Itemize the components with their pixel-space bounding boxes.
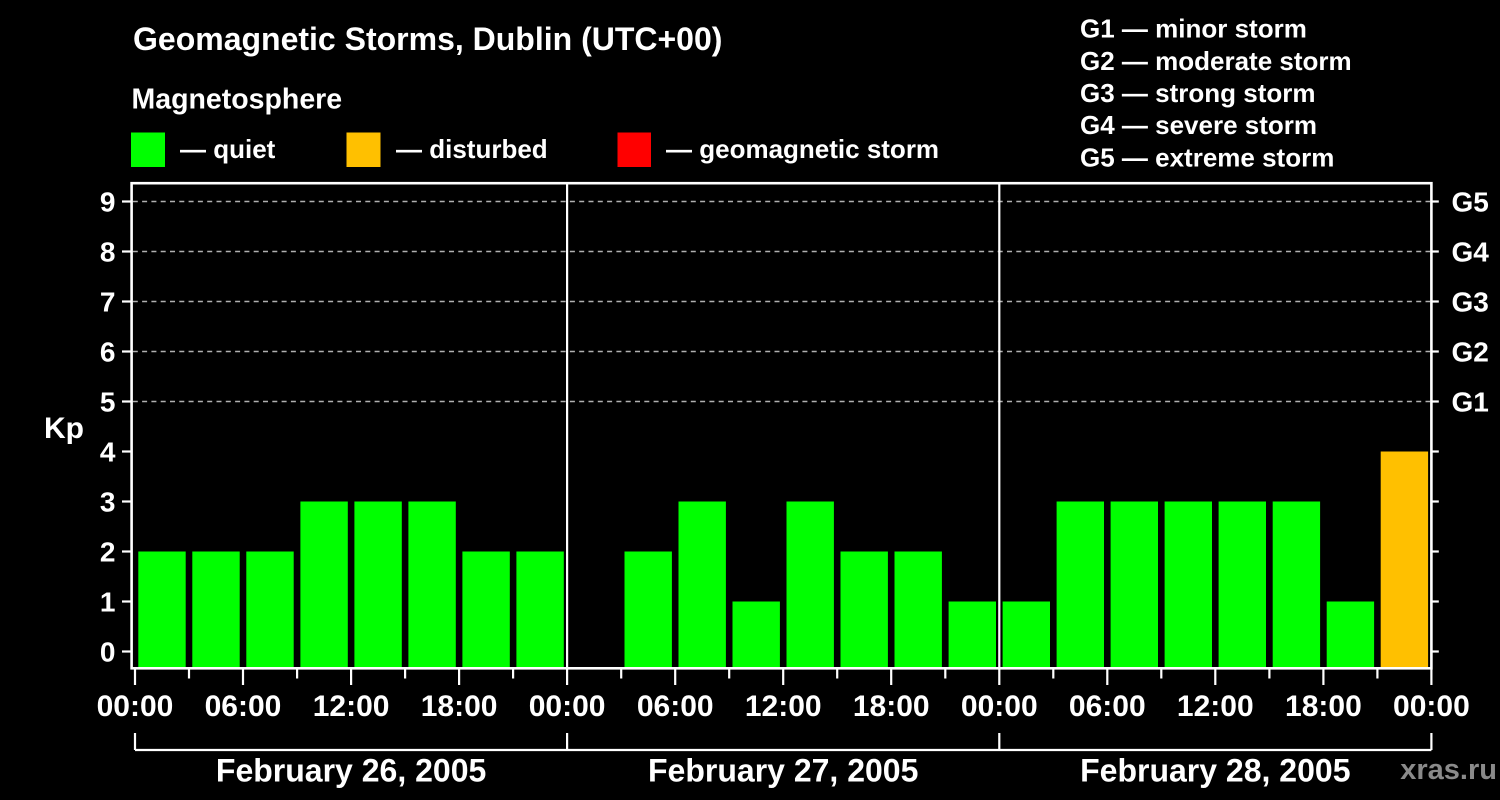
svg-text:0: 0: [100, 637, 116, 668]
svg-text:G1: G1: [1452, 387, 1489, 418]
svg-text:9: 9: [100, 187, 116, 218]
svg-text:— disturbed: — disturbed: [396, 134, 548, 164]
svg-text:4: 4: [100, 437, 116, 468]
svg-text:xras.ru: xras.ru: [1400, 754, 1497, 786]
svg-text:— quiet: — quiet: [180, 134, 276, 164]
svg-text:12:00: 12:00: [745, 690, 822, 723]
svg-text:00:00: 00:00: [1393, 690, 1470, 723]
svg-text:06:00: 06:00: [637, 690, 714, 723]
svg-text:8: 8: [100, 237, 116, 268]
svg-text:G4 — severe storm: G4 — severe storm: [1080, 110, 1317, 140]
svg-text:February 28, 2005: February 28, 2005: [1080, 753, 1350, 789]
svg-text:5: 5: [100, 387, 116, 418]
svg-text:12:00: 12:00: [1177, 690, 1254, 723]
svg-text:— geomagnetic storm: — geomagnetic storm: [666, 134, 939, 164]
svg-text:18:00: 18:00: [1285, 690, 1362, 723]
svg-text:G3: G3: [1452, 287, 1489, 318]
svg-text:00:00: 00:00: [97, 690, 174, 723]
svg-text:Magnetosphere: Magnetosphere: [132, 83, 343, 115]
svg-text:G2: G2: [1452, 337, 1489, 368]
svg-text:1: 1: [100, 587, 116, 618]
svg-text:6: 6: [100, 337, 116, 368]
svg-text:00:00: 00:00: [961, 690, 1038, 723]
svg-text:G5 — extreme storm: G5 — extreme storm: [1080, 143, 1334, 173]
svg-text:06:00: 06:00: [205, 690, 282, 723]
svg-text:G2 — moderate storm: G2 — moderate storm: [1080, 46, 1352, 76]
svg-text:18:00: 18:00: [853, 690, 930, 723]
svg-text:February 26, 2005: February 26, 2005: [216, 753, 486, 789]
svg-text:Kp: Kp: [44, 412, 84, 445]
svg-text:12:00: 12:00: [313, 690, 390, 723]
svg-text:3: 3: [100, 487, 116, 518]
svg-text:February 27, 2005: February 27, 2005: [648, 753, 918, 789]
svg-text:G3 — strong storm: G3 — strong storm: [1080, 78, 1315, 108]
svg-text:06:00: 06:00: [1069, 690, 1146, 723]
svg-text:G1 — minor storm: G1 — minor storm: [1080, 14, 1307, 44]
svg-text:G4: G4: [1452, 237, 1490, 268]
svg-text:18:00: 18:00: [421, 690, 498, 723]
svg-text:2: 2: [100, 537, 116, 568]
svg-text:Geomagnetic Storms, Dublin (UT: Geomagnetic Storms, Dublin (UTC+00): [133, 21, 722, 57]
svg-text:G5: G5: [1452, 187, 1489, 218]
svg-text:7: 7: [100, 287, 116, 318]
svg-text:00:00: 00:00: [529, 690, 606, 723]
